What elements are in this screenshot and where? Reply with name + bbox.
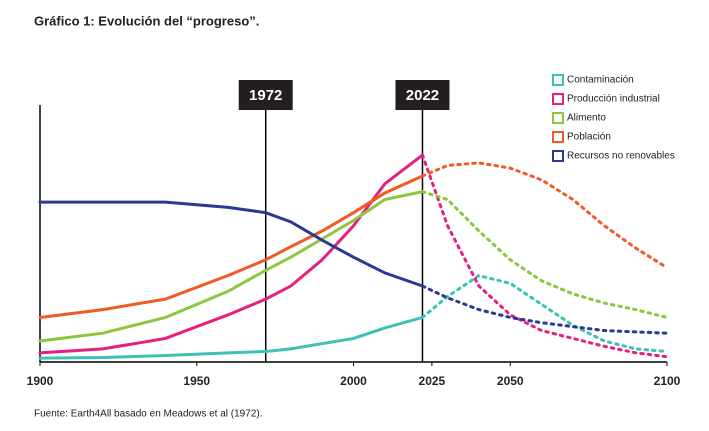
x-tick-label: 2000 — [340, 374, 367, 388]
legend-label: Alimento — [567, 113, 606, 124]
legend-swatch — [552, 112, 564, 124]
marker-label: 1972 — [249, 87, 282, 104]
chart-title: Gráfico 1: Evolución del “progreso”. — [34, 13, 259, 28]
series-line — [38, 153, 424, 355]
marker-box — [395, 80, 450, 110]
series-line — [420, 190, 669, 319]
series-line — [38, 200, 424, 288]
x-tick-label: 1950 — [183, 374, 210, 388]
legend-swatch — [552, 150, 564, 162]
series-line — [38, 315, 424, 360]
source-note: Fuente: Earth4All basado en Meadows et a… — [34, 409, 262, 420]
legend-swatch — [552, 131, 564, 143]
marker-label: 2022 — [406, 87, 439, 104]
series-line — [420, 161, 669, 270]
x-tick-label: 2025 — [419, 374, 446, 388]
legend-label: Producción industrial — [567, 94, 660, 105]
x-tick-label: 1900 — [27, 374, 54, 388]
series-line — [38, 174, 424, 319]
series-line — [420, 284, 669, 335]
series-line — [38, 190, 424, 343]
legend-swatch — [552, 93, 564, 105]
marker-box — [238, 80, 293, 110]
x-tick-label: 2050 — [497, 374, 524, 388]
legend-label: Población — [567, 132, 611, 143]
series-line — [420, 273, 669, 354]
x-tick-label: 2100 — [654, 374, 681, 388]
series-line — [420, 153, 669, 359]
legend-swatch — [552, 74, 564, 86]
legend-label: Contaminación — [567, 75, 634, 86]
legend-label: Recursos no renovables — [567, 151, 675, 162]
